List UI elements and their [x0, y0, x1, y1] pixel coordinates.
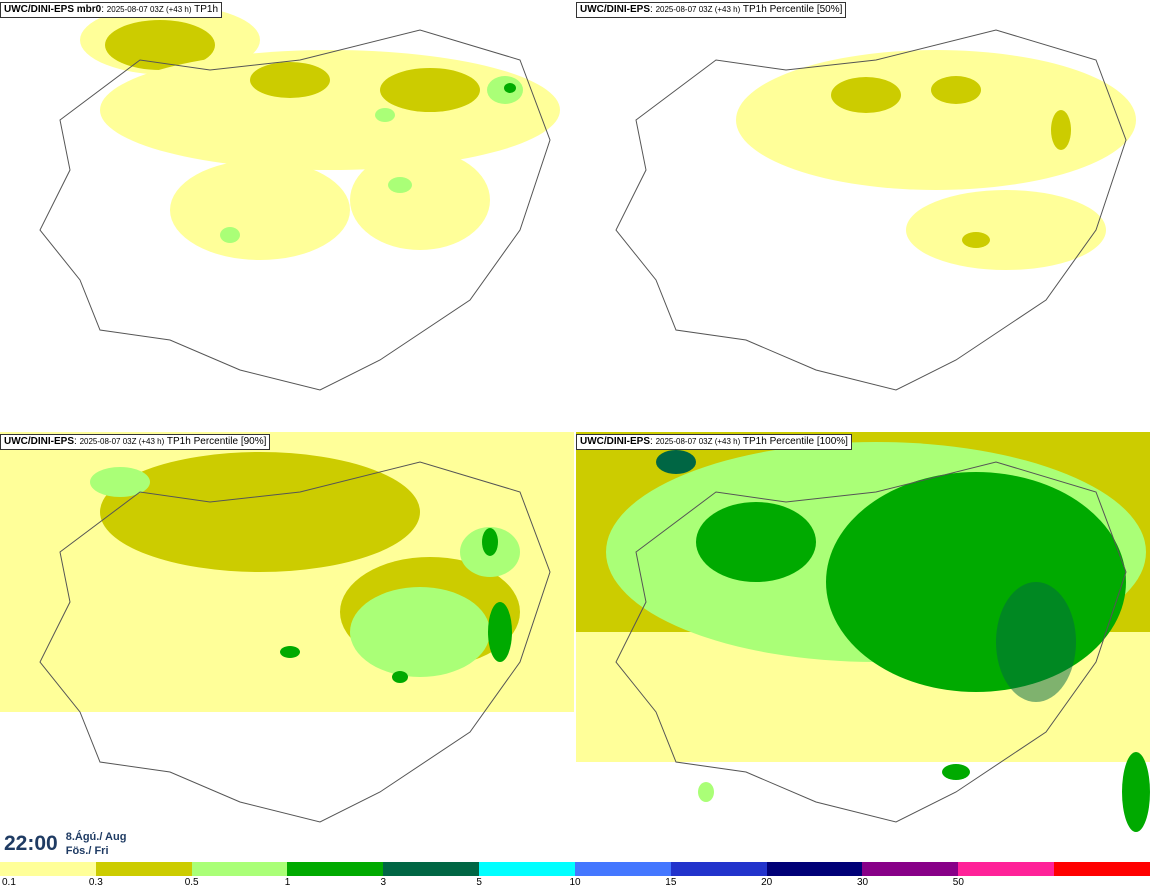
panel-title: UWC/DINI-EPS: 2025-08-07 03Z (+43 h) TP1…	[576, 2, 847, 18]
product-name: TP1h Percentile [90%]	[166, 436, 267, 447]
product-name: TP1h Percentile [100%]	[742, 436, 848, 447]
valid-date-line1: 8.Ágú./ Aug	[65, 831, 127, 843]
legend-swatch	[0, 862, 96, 876]
legend-swatch	[191, 862, 288, 876]
legend-tick-label: 3	[380, 877, 387, 888]
panel-title: UWC/DINI-EPS mbr0: 2025-08-07 03Z (+43 h…	[0, 2, 223, 18]
color-legend-ticks: 0.1 0.3 0.5 1 3 5 10 15 20 30 50	[0, 877, 1150, 891]
product-name: TP1h	[194, 4, 219, 15]
legend-tick-label: 0.3	[88, 877, 103, 888]
map-panel-p50[interactable]: UWC/DINI-EPS: 2025-08-07 03Z (+43 h) TP1…	[576, 0, 1150, 430]
run-time: 2025-08-07 03Z (+43 h)	[655, 437, 741, 446]
precip-map-p100	[576, 432, 1150, 832]
legend-swatch	[766, 862, 863, 876]
model-name: UWC/DINI-EPS	[580, 4, 650, 15]
valid-date-line2: Fös./ Fri	[65, 845, 109, 857]
map-panel-mbr0[interactable]: UWC/DINI-EPS mbr0: 2025-08-07 03Z (+43 h…	[0, 0, 574, 430]
legend-tick-label: 0.5	[184, 877, 199, 888]
run-time: 2025-08-07 03Z (+43 h)	[79, 437, 165, 446]
legend-tick-label: 50	[952, 877, 964, 888]
member-name: mbr0	[76, 4, 102, 15]
legend-swatch	[287, 862, 384, 876]
model-name: UWC/DINI-EPS	[580, 436, 650, 447]
product-name: TP1h Percentile [50%]	[742, 4, 843, 15]
legend-tick-label: 30	[856, 877, 869, 888]
model-name: UWC/DINI-EPS	[4, 436, 74, 447]
legend-tick-label: 10	[569, 877, 581, 888]
panel-divider-horizontal	[0, 430, 1150, 432]
legend-tick-label: 20	[761, 877, 773, 888]
color-legend-bar	[0, 862, 1150, 876]
run-time: 2025-08-07 03Z (+43 h)	[655, 5, 741, 14]
map-panel-p90[interactable]: UWC/DINI-EPS: 2025-08-07 03Z (+43 h) TP1…	[0, 432, 574, 862]
run-time: 2025-08-07 03Z (+43 h)	[106, 5, 192, 14]
legend-swatch	[958, 862, 1055, 876]
legend-swatch	[574, 862, 671, 876]
legend-tick-label: 15	[665, 877, 677, 888]
legend-swatch	[670, 862, 767, 876]
model-name: UWC/DINI-EPS	[4, 4, 74, 15]
panel-title: UWC/DINI-EPS: 2025-08-07 03Z (+43 h) TP1…	[0, 434, 271, 450]
legend-swatch	[383, 862, 480, 876]
legend-swatch	[1054, 862, 1150, 876]
legend-swatch	[479, 862, 575, 876]
legend-tick-label: 5	[476, 877, 482, 888]
legend-swatch	[95, 862, 192, 876]
precip-map-p50	[615, 29, 1136, 391]
legend-tick-label: 1	[284, 877, 291, 888]
precip-map-p90	[0, 432, 574, 823]
valid-time: 22:00	[4, 832, 58, 855]
map-panel-p100[interactable]: UWC/DINI-EPS: 2025-08-07 03Z (+43 h) TP1…	[576, 432, 1150, 862]
valid-time-box: 22:00 8.Ágú./ Aug Fös./ Fri	[0, 826, 140, 862]
legend-swatch	[862, 862, 959, 876]
valid-date: 8.Ágú./ Aug Fös./ Fri	[66, 830, 127, 858]
panel-title: UWC/DINI-EPS: 2025-08-07 03Z (+43 h) TP1…	[576, 434, 852, 450]
legend-tick-label: 0.1	[2, 877, 16, 888]
precip-map-mbr0	[39, 5, 560, 391]
